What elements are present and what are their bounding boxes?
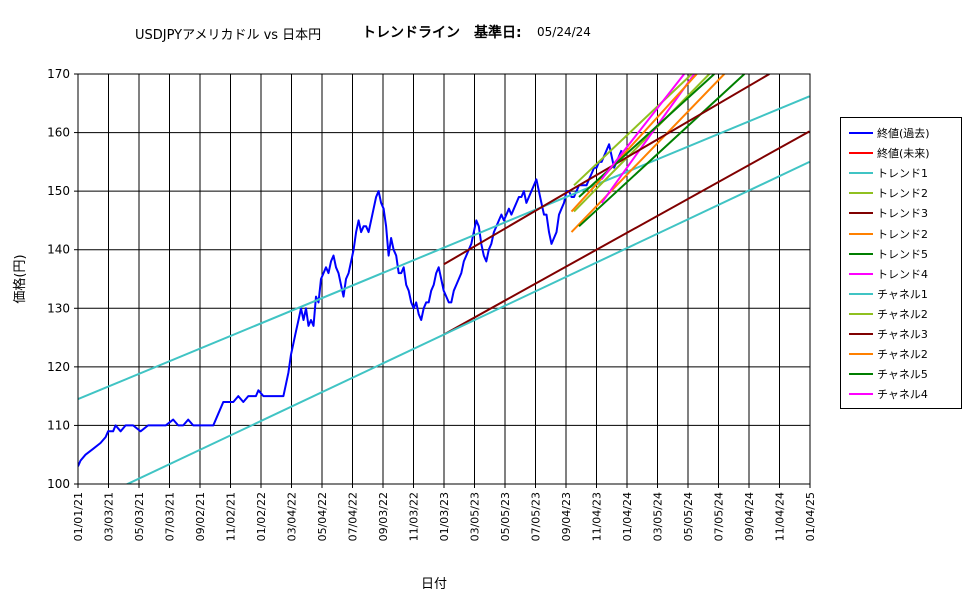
legend-swatch — [849, 373, 873, 376]
legend-label: チャネル2 — [877, 348, 928, 362]
legend-label: チャネル3 — [877, 328, 928, 341]
x-tick-label: 01/04/25 — [804, 492, 817, 541]
legend-label: トレンド4 — [877, 267, 928, 281]
y-tick-label: 130 — [47, 301, 70, 315]
legend-item: チャネル4 — [849, 385, 959, 403]
legend-label: 終値(過去) — [877, 127, 930, 140]
legend-label: トレンド3 — [877, 207, 928, 221]
series-line-4 — [443, 130, 810, 336]
x-tick-label: 09/02/21 — [194, 492, 207, 541]
x-tick-label: 11/04/24 — [774, 492, 787, 541]
legend-swatch — [849, 152, 873, 155]
legend-label: トレンド5 — [877, 247, 928, 261]
legend-label: トレンド1 — [877, 167, 928, 181]
legend-item: チャネル5 — [849, 365, 959, 383]
legend-item: 終値(過去) — [849, 124, 959, 142]
x-tick-label: 03/04/22 — [286, 492, 299, 541]
x-tick-label: 11/03/22 — [408, 492, 421, 541]
y-axis-label: 価格(円) — [12, 254, 28, 303]
x-tick-label: 05/05/24 — [682, 492, 695, 541]
legend-item: トレンド4 — [849, 265, 959, 283]
series-line-3 — [573, 74, 711, 213]
legend-item: トレンド3 — [849, 204, 959, 222]
legend-item: トレンド2 — [849, 225, 959, 243]
x-tick-label: 01/02/22 — [255, 492, 268, 541]
legend-swatch — [849, 333, 873, 335]
axes: 01/01/21 03/03/21 05/03/21 07/03/21 09/02/21… — [12, 67, 817, 592]
legend-item: チャネル1 — [849, 285, 959, 303]
series-line-8 — [125, 160, 810, 484]
grid — [77, 73, 811, 485]
legend-swatch — [849, 132, 873, 134]
series-line-9 — [573, 74, 693, 187]
legend-label: トレンド2 — [877, 227, 928, 241]
y-tick-label: 160 — [47, 126, 70, 140]
series-line-12 — [578, 74, 715, 198]
y-tick-label: 120 — [47, 360, 70, 374]
legend: 終値(過去) 終値(未来) トレンド1 トレンド2 トレンド3 トレンド2 トレンド5 トレン… — [840, 117, 962, 409]
x-tick-label: 03/05/23 — [469, 492, 482, 541]
series-line-13 — [600, 74, 685, 181]
x-axis-label: 日付 — [421, 577, 447, 592]
x-tick-label: 09/03/22 — [377, 492, 390, 541]
legend-swatch — [849, 393, 873, 396]
legend-item: トレンド5 — [849, 245, 959, 263]
chart-title: USDJPYアメリカドル vs 日本円 — [135, 28, 322, 43]
x-tick-label: 03/05/24 — [652, 492, 665, 541]
legend-label: チャネル4 — [877, 388, 928, 402]
x-tick-label: 07/05/23 — [530, 492, 543, 541]
legend-item: 終値(未来) — [849, 144, 959, 162]
legend-swatch — [849, 192, 873, 195]
x-tick-label: 01/03/23 — [438, 492, 451, 541]
x-tick-label: 05/04/22 — [316, 492, 329, 541]
legend-label: チャネル1 — [877, 287, 928, 301]
x-tick-label: 07/04/22 — [347, 492, 360, 541]
series-line-11 — [570, 74, 698, 213]
x-tick-label: 09/04/24 — [743, 492, 756, 541]
series-line-6 — [578, 74, 746, 228]
y-tick-label: 150 — [47, 184, 70, 198]
legend-label: 終値(未来) — [877, 147, 930, 161]
x-tick-label: 07/03/21 — [164, 492, 177, 541]
plot-frame — [77, 73, 811, 485]
series-line-5 — [570, 74, 726, 233]
series-line-7 — [600, 74, 696, 204]
x-tick-label: 11/04/23 — [591, 492, 604, 541]
legend-label: チャネル5 — [877, 368, 928, 382]
legend-swatch — [849, 292, 873, 295]
y-tick-label: 100 — [47, 477, 70, 491]
series-line-0 — [78, 143, 623, 467]
legend-item: トレンド2 — [849, 184, 959, 202]
legend-item: トレンド1 — [849, 164, 959, 182]
y-tick-label: 110 — [47, 418, 70, 432]
x-tick-label: 03/03/21 — [103, 492, 116, 541]
x-tick-label: 05/05/23 — [499, 492, 512, 541]
legend-swatch — [849, 272, 873, 275]
legend-swatch — [849, 212, 873, 215]
series-layer — [78, 74, 810, 484]
legend-swatch — [849, 312, 873, 315]
legend-swatch — [849, 232, 873, 235]
legend-label: チャネル2 — [877, 307, 928, 321]
trendline-title: トレンドライン 基準日: — [362, 25, 522, 41]
legend-swatch — [849, 172, 873, 175]
y-tick-label: 140 — [47, 243, 70, 257]
x-tick-label: 01/01/21 — [72, 492, 85, 541]
series-line-10 — [443, 74, 770, 266]
series-line-2 — [78, 95, 810, 401]
legend-item: チャネル2 — [849, 345, 959, 363]
legend-swatch — [849, 353, 873, 356]
legend-swatch — [849, 252, 873, 255]
y-tick-label: 170 — [47, 67, 70, 81]
x-tick-label: 11/02/21 — [225, 492, 238, 541]
legend-item: チャネル3 — [849, 325, 959, 343]
legend-label: トレンド2 — [877, 187, 928, 201]
x-tick-label: 05/03/21 — [133, 492, 146, 541]
x-tick-label: 01/04/24 — [621, 492, 634, 541]
x-tick-label: 07/05/24 — [713, 492, 726, 541]
reference-date: 05/24/24 — [537, 25, 591, 39]
x-tick-label: 09/04/23 — [560, 492, 573, 541]
legend-item: チャネル2 — [849, 305, 959, 323]
